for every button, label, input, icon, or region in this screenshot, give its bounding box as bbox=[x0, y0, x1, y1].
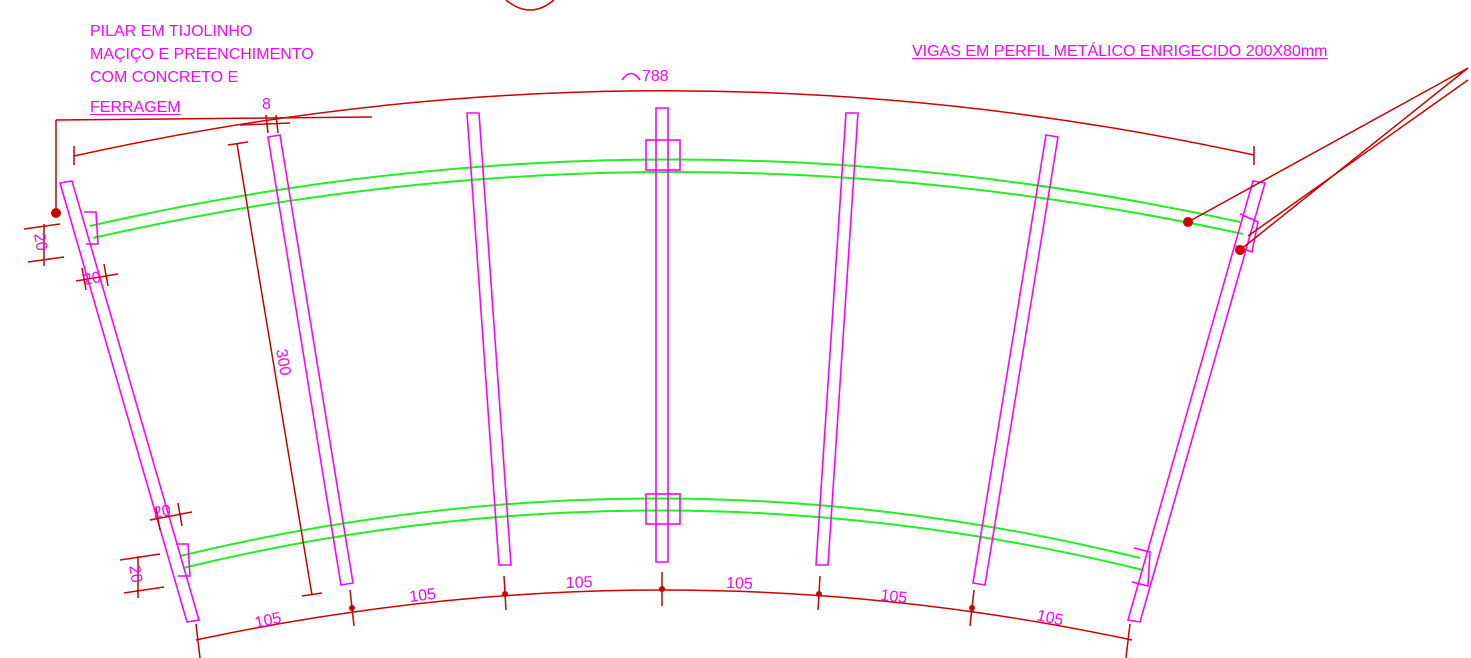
column-4 bbox=[815, 112, 859, 566]
pillar-bottom-b-label: 20 bbox=[125, 564, 145, 585]
pillar-note-line-2: MAÇIÇO E PREENCHIMENTO bbox=[90, 46, 314, 63]
spacing-label-1: 105 bbox=[253, 610, 283, 632]
pillar-note-leader bbox=[55, 116, 373, 212]
column-left-end bbox=[58, 180, 201, 623]
column-length-dimension bbox=[227, 141, 323, 597]
pillar-bottom-a-label: 20 bbox=[152, 502, 173, 522]
beam-plates bbox=[84, 139, 1259, 588]
spacing-tick-marks bbox=[349, 586, 975, 611]
beams-note: VIGAS EM PERFIL METÁLICO ENRIGECIDO 200X… bbox=[912, 43, 1328, 60]
pillar-dimensions-top bbox=[23, 223, 119, 291]
column-1 bbox=[267, 134, 354, 586]
column-5 bbox=[972, 134, 1059, 586]
beams-note-leader bbox=[1187, 67, 1469, 251]
arc-symbol-icon bbox=[621, 72, 641, 81]
spacing-label-4: 105 bbox=[726, 575, 753, 593]
column-2 bbox=[466, 112, 512, 566]
beams-leader-dot-1 bbox=[1183, 217, 1193, 227]
pillar-top-a-label: 20 bbox=[30, 232, 50, 253]
pillar-top-b-label: 20 bbox=[82, 269, 103, 289]
arc-length-label: 788 bbox=[642, 68, 669, 85]
pillar-note-line-3: COM CONCRETO E bbox=[90, 69, 239, 86]
columns bbox=[58, 107, 1267, 623]
beam-top bbox=[89, 158, 1244, 239]
spacing-label-2: 105 bbox=[408, 586, 437, 606]
spacing-label-5: 105 bbox=[880, 587, 909, 607]
beam-bottom bbox=[179, 497, 1144, 571]
pillar-note-line-1: PILAR EM TIJOLINHO bbox=[90, 23, 253, 40]
top-callout-circle bbox=[505, 0, 555, 11]
column-length-label: 300 bbox=[272, 348, 293, 377]
beams-leader-dot-2 bbox=[1235, 245, 1245, 255]
column-3 bbox=[655, 107, 669, 563]
column-width-label: 8 bbox=[262, 96, 271, 113]
pillar-note-line-4: FERRAGEM bbox=[90, 99, 181, 116]
pillar-dimensions-bottom bbox=[119, 502, 193, 598]
spacing-dimension-line bbox=[195, 589, 1133, 641]
spacing-label-3: 105 bbox=[566, 574, 593, 592]
pillar-leader-dot bbox=[51, 208, 61, 218]
spacing-label-6: 105 bbox=[1035, 607, 1065, 629]
arc-dimension-line bbox=[73, 90, 1255, 157]
